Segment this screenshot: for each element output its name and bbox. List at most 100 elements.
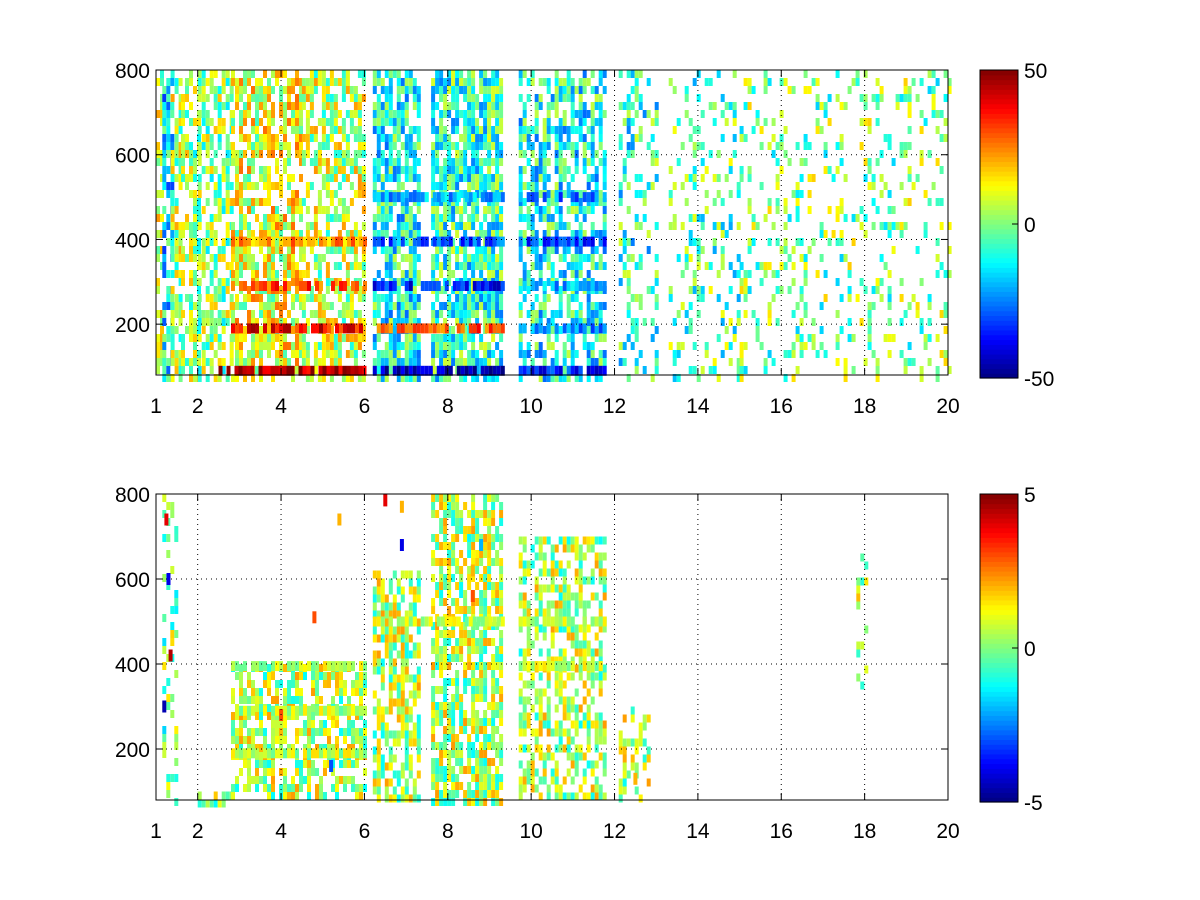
heatmap-band-cell <box>303 323 307 334</box>
heatmap-cell <box>291 784 295 792</box>
heatmap-cell <box>309 374 314 382</box>
heatmap-cell <box>408 610 413 619</box>
heatmap-cell <box>255 94 259 102</box>
heatmap-cell <box>156 342 160 350</box>
heatmap-cell <box>287 142 291 150</box>
heatmap-cell <box>279 230 283 238</box>
heatmap-cell <box>847 334 852 342</box>
heatmap-cell <box>875 118 880 126</box>
heatmap-cell <box>451 246 456 254</box>
heatmap-cell <box>363 680 367 688</box>
heatmap-cell <box>193 302 197 310</box>
heatmap-cell <box>891 222 896 230</box>
heatmap-cell <box>349 110 354 118</box>
x-tick-label: 12 <box>603 395 626 418</box>
heatmap-cell <box>459 710 464 718</box>
heatmap-cell <box>162 158 167 166</box>
heatmap-cell <box>396 174 401 182</box>
heatmap-cell <box>251 688 255 696</box>
heatmap-cell <box>590 342 595 350</box>
heatmap-cell <box>451 558 456 566</box>
heatmap-cell <box>859 142 864 150</box>
heatmap-cell <box>459 766 464 774</box>
heatmap-cell <box>337 214 342 222</box>
heatmap-cell <box>160 334 164 342</box>
heatmap-cell <box>546 86 551 94</box>
heatmap-cell <box>319 792 323 800</box>
heatmap-cell <box>927 302 932 310</box>
heatmap-cell <box>590 150 595 158</box>
heatmap-cell <box>345 86 350 94</box>
heatmap-cell <box>439 110 444 118</box>
heatmap-cell <box>231 792 235 800</box>
heatmap-cell <box>185 326 189 334</box>
heatmap-cell <box>392 770 397 779</box>
heatmap-cell <box>156 214 160 222</box>
heatmap-cell <box>435 310 440 318</box>
heatmap-cell <box>447 278 452 286</box>
heatmap-cell <box>459 782 464 790</box>
heatmap-cell <box>341 86 346 94</box>
heatmap-cell <box>435 590 440 598</box>
heatmap-cell <box>213 214 218 222</box>
heatmap-band-cell <box>287 323 291 334</box>
heatmap-band-cell <box>263 281 267 291</box>
heatmap-cell <box>197 334 202 342</box>
heatmap-cell <box>412 738 417 747</box>
heatmap-cell <box>443 86 448 94</box>
heatmap-cell <box>654 254 659 262</box>
heatmap-cell <box>283 736 287 744</box>
heatmap-cell <box>526 134 531 142</box>
heatmap-cell <box>863 230 868 238</box>
heatmap-cell <box>562 342 567 350</box>
heatmap-cell <box>283 712 287 720</box>
x-tick-label: 10 <box>519 395 542 418</box>
heatmap-cell <box>743 286 748 294</box>
heatmap-cell <box>771 222 776 230</box>
colorbar-swatch <box>980 209 1018 215</box>
heatmap-cell <box>439 662 444 670</box>
heatmap-cell <box>447 510 452 518</box>
heatmap-cell <box>431 302 436 310</box>
heatmap-cell <box>459 86 464 94</box>
heatmap-cell <box>871 198 876 206</box>
colorbar-swatch <box>980 122 1018 129</box>
heatmap-cell <box>843 374 848 382</box>
heatmap-cell <box>859 118 864 126</box>
heatmap-cell <box>327 672 331 680</box>
heatmap-cell <box>235 174 239 182</box>
heatmap-cell <box>341 134 346 142</box>
heatmap-cell <box>483 318 488 326</box>
heatmap-cell <box>947 366 952 374</box>
heatmap-cell <box>578 262 583 270</box>
heatmap-cell <box>455 734 460 742</box>
heatmap-cell <box>558 182 563 190</box>
heatmap-cell <box>349 350 354 358</box>
heatmap-cell <box>404 794 409 803</box>
heatmap-cell <box>283 134 287 142</box>
heatmap-cell <box>676 118 681 126</box>
heatmap-band-cell <box>472 236 477 247</box>
heatmap-cell <box>931 182 936 190</box>
heatmap-cell <box>943 302 948 310</box>
heatmap-cell <box>279 784 283 792</box>
heatmap-cell <box>720 198 725 206</box>
heatmap-cell <box>271 672 275 680</box>
heatmap-cell <box>467 798 472 806</box>
heatmap-cell <box>451 534 456 542</box>
heatmap-cell <box>231 254 235 262</box>
heatmap-cell <box>783 198 788 206</box>
heatmap-cell <box>931 94 936 102</box>
heatmap-cell <box>538 150 543 158</box>
heatmap-cell <box>935 238 940 246</box>
heatmap-band-cell <box>432 281 437 291</box>
heatmap-cell <box>337 310 342 318</box>
heatmap-cell <box>225 791 230 800</box>
heatmap-cell <box>630 86 635 94</box>
heatmap-cell <box>221 198 226 206</box>
heatmap-cell <box>341 70 346 78</box>
heatmap-cell <box>396 294 401 302</box>
heatmap-cell <box>384 142 389 150</box>
heatmap-cell <box>275 142 279 150</box>
heatmap-cell <box>372 230 377 238</box>
